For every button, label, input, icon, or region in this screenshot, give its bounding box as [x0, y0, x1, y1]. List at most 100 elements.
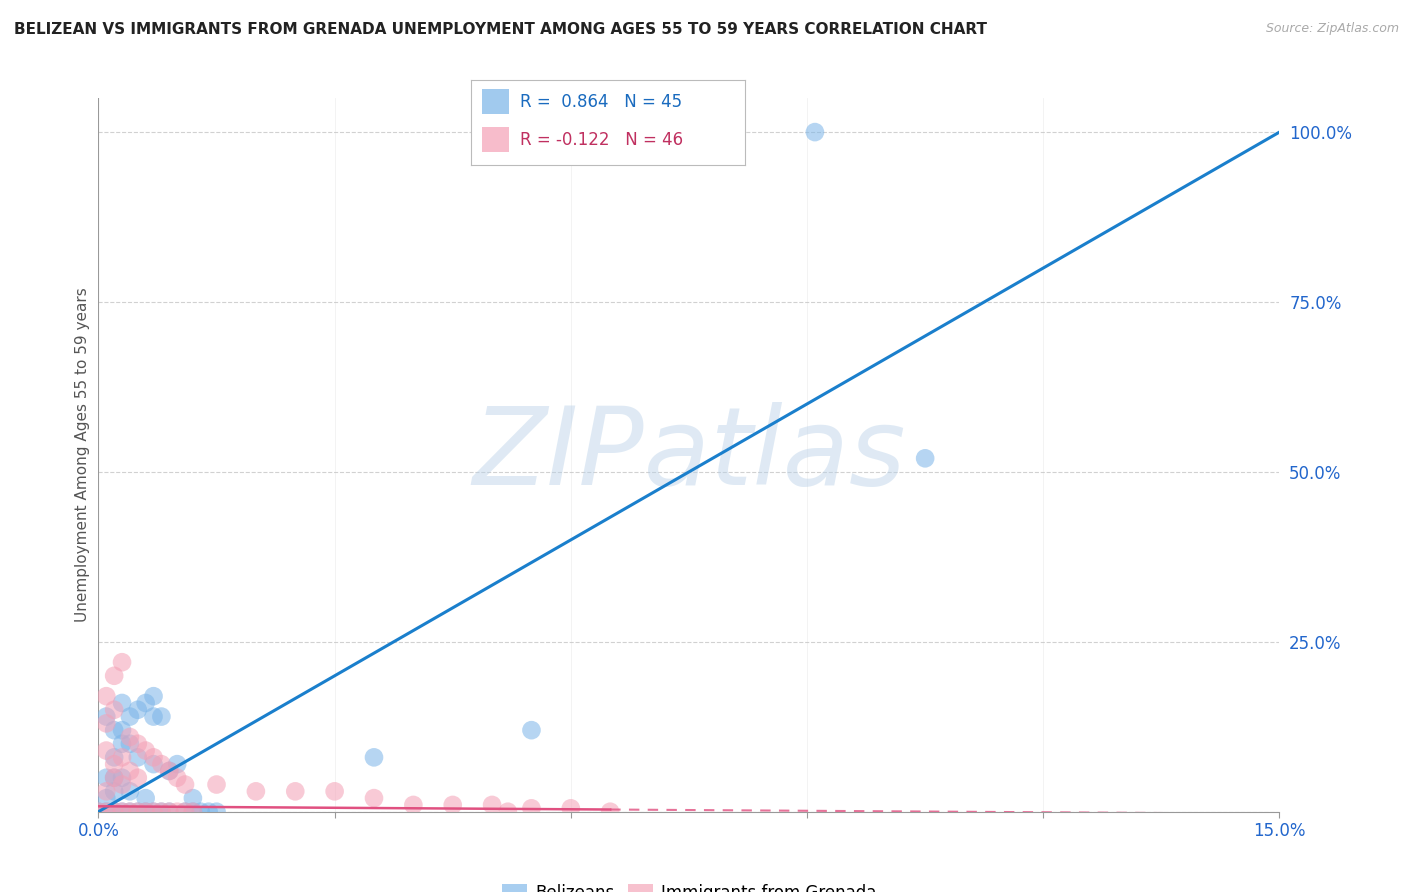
Point: [96, 716, 118, 731]
Point: [157, 805, 180, 819]
Point: [181, 805, 204, 819]
Point: [87, 805, 110, 819]
Legend: Belizeans, Immigrants from Grenada: Belizeans, Immigrants from Grenada: [495, 877, 883, 892]
Point: [127, 703, 149, 717]
Point: [205, 778, 228, 792]
Point: [127, 805, 149, 819]
Point: [245, 784, 267, 798]
Bar: [482, 127, 509, 153]
Point: [118, 709, 141, 723]
Point: [174, 805, 197, 819]
Point: [142, 805, 165, 819]
Text: BELIZEAN VS IMMIGRANTS FROM GRENADA UNEMPLOYMENT AMONG AGES 55 TO 59 YEARS CORRE: BELIZEAN VS IMMIGRANTS FROM GRENADA UNEM…: [14, 22, 987, 37]
Point: [181, 805, 204, 819]
Point: [157, 805, 180, 819]
Point: [96, 709, 118, 723]
Point: [560, 801, 582, 815]
Point: [520, 801, 543, 815]
Point: [520, 723, 543, 738]
Point: [127, 737, 149, 751]
Point: [96, 743, 118, 757]
Point: [157, 764, 180, 778]
Point: [135, 805, 157, 819]
Point: [111, 805, 134, 819]
Text: ZIPatlas: ZIPatlas: [472, 402, 905, 508]
Point: [111, 723, 134, 738]
Point: [103, 771, 125, 785]
Point: [190, 805, 212, 819]
Point: [135, 743, 157, 757]
Point: [150, 805, 173, 819]
Point: [481, 797, 503, 812]
Point: [118, 784, 141, 798]
Point: [363, 750, 385, 764]
Point: [142, 750, 165, 764]
Point: [142, 757, 165, 772]
Point: [197, 805, 219, 819]
Point: [205, 805, 228, 819]
Bar: [482, 89, 509, 114]
Point: [150, 709, 173, 723]
Point: [166, 757, 188, 772]
Point: [157, 764, 180, 778]
Point: [181, 791, 204, 805]
Text: R =  0.864   N = 45: R = 0.864 N = 45: [520, 93, 682, 111]
Point: [103, 805, 125, 819]
Point: [914, 451, 936, 466]
Point: [111, 655, 134, 669]
Y-axis label: Unemployment Among Ages 55 to 59 years: Unemployment Among Ages 55 to 59 years: [75, 287, 90, 623]
Text: Source: ZipAtlas.com: Source: ZipAtlas.com: [1265, 22, 1399, 36]
Point: [111, 737, 134, 751]
Point: [127, 750, 149, 764]
Point: [96, 805, 118, 819]
Point: [103, 723, 125, 738]
Point: [150, 757, 173, 772]
Point: [118, 805, 141, 819]
Point: [135, 805, 157, 819]
Point: [127, 771, 149, 785]
Point: [284, 784, 307, 798]
Point: [142, 709, 165, 723]
Point: [118, 764, 141, 778]
Point: [96, 771, 118, 785]
Point: [150, 805, 173, 819]
Point: [111, 750, 134, 764]
Text: R = -0.122   N = 46: R = -0.122 N = 46: [520, 131, 683, 149]
Point: [103, 669, 125, 683]
Point: [111, 696, 134, 710]
Point: [111, 771, 134, 785]
Point: [127, 805, 149, 819]
Point: [441, 797, 464, 812]
Point: [111, 805, 134, 819]
Point: [118, 805, 141, 819]
Point: [496, 805, 519, 819]
Point: [166, 771, 188, 785]
Point: [804, 125, 827, 139]
Point: [135, 696, 157, 710]
Point: [363, 791, 385, 805]
Point: [135, 791, 157, 805]
Point: [166, 805, 188, 819]
Point: [87, 805, 110, 819]
Point: [96, 805, 118, 819]
Point: [103, 784, 125, 798]
Point: [103, 750, 125, 764]
Point: [96, 689, 118, 703]
Point: [96, 784, 118, 798]
Point: [118, 730, 141, 744]
Point: [103, 757, 125, 772]
Point: [599, 805, 621, 819]
Point: [174, 778, 197, 792]
Point: [142, 689, 165, 703]
Point: [103, 703, 125, 717]
Point: [96, 791, 118, 805]
Point: [103, 771, 125, 785]
Point: [402, 797, 425, 812]
Point: [174, 805, 197, 819]
Point: [142, 805, 165, 819]
Point: [111, 778, 134, 792]
Point: [103, 805, 125, 819]
Point: [323, 784, 346, 798]
Point: [686, 125, 709, 139]
Point: [118, 737, 141, 751]
